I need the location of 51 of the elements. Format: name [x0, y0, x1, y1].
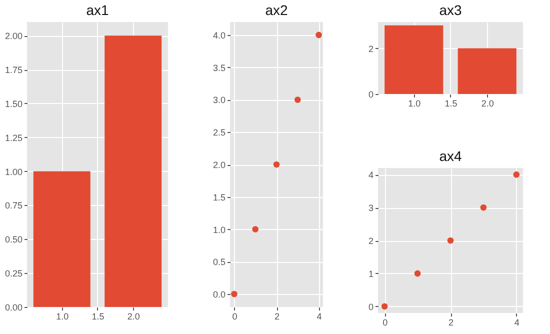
- y-tick-label: 3: [368, 203, 374, 214]
- point: [231, 290, 238, 298]
- point: [316, 32, 322, 38]
- point: [294, 96, 301, 103]
- chart-title: ax1: [86, 2, 109, 18]
- y-tick-label: 0: [368, 90, 374, 100]
- y-tick-label: 1.5: [212, 192, 226, 202]
- y-tick-label: 1.75: [4, 65, 22, 75]
- y-tick-label: 1.0: [212, 224, 226, 235]
- point: [273, 161, 280, 168]
- y-tick-label: 2.5: [212, 128, 226, 138]
- x-tick-label: 4: [514, 318, 520, 328]
- x-tick-label: 0: [382, 318, 388, 328]
- y-tick-label: 4: [368, 170, 374, 180]
- y-tick-label: 0.75: [4, 200, 22, 211]
- point: [252, 226, 259, 232]
- chart-title: ax3: [439, 2, 462, 18]
- x-tick-label: 2.0: [127, 312, 140, 322]
- point: [414, 270, 421, 277]
- y-tick-label: 3.0: [212, 95, 226, 106]
- y-tick-label: 0.0: [212, 290, 226, 300]
- x-tick-label: 1.0: [56, 312, 69, 322]
- y-tick-label: 0.5: [212, 257, 226, 268]
- y-tick-label: 2.00: [4, 31, 22, 42]
- x-tick-label: 2.0: [481, 98, 494, 108]
- chart-title: ax2: [265, 2, 288, 18]
- point: [381, 303, 388, 310]
- y-tick-label: 0.50: [4, 234, 22, 245]
- point: [480, 204, 487, 211]
- y-tick-label: 1.25: [4, 132, 22, 143]
- y-tick-label: 2.0: [212, 160, 226, 170]
- y-tick-label: 1.00: [4, 166, 22, 177]
- point: [447, 237, 454, 244]
- y-tick-label: 3.5: [212, 62, 226, 73]
- y-tick-label: 2: [368, 44, 374, 54]
- x-tick-label: 1.5: [92, 312, 104, 322]
- x-tick-label: 2: [448, 318, 454, 328]
- y-tick-label: 0.00: [4, 302, 22, 312]
- y-tick-label: 1: [368, 268, 374, 279]
- y-tick-label: 0: [368, 302, 374, 312]
- point: [513, 171, 520, 178]
- chart-title: ax4: [439, 148, 462, 164]
- x-tick-label: 1.0: [408, 98, 421, 108]
- x-tick-label: 1.5: [444, 98, 458, 108]
- y-tick-label: 4.0: [212, 30, 226, 40]
- y-tick-label: 0.25: [4, 268, 22, 279]
- x-tick-label: 2: [274, 312, 280, 322]
- x-tick-label: 4: [316, 312, 322, 322]
- x-tick-label: 0: [232, 312, 238, 322]
- y-tick-label: 1.50: [4, 98, 22, 109]
- y-tick-label: 2: [368, 236, 374, 246]
